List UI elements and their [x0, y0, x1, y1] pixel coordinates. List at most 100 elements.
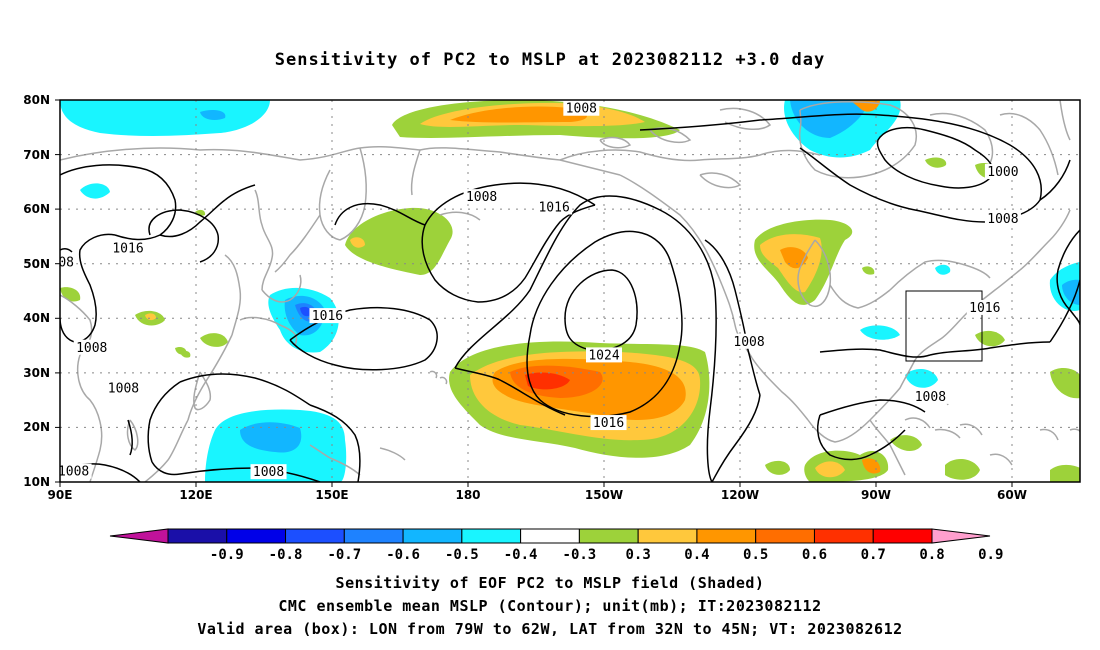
- colorbar-swatch: [872, 528, 933, 544]
- contour-label: 1008: [466, 190, 497, 205]
- lon-tick-label: 150E: [315, 488, 348, 502]
- colorbar-label: 0.3: [626, 547, 651, 563]
- lat-tick-label: 70N: [23, 148, 50, 162]
- contour-label: 1008: [253, 465, 284, 480]
- contour-label-bg: [586, 347, 622, 363]
- colorbar-label: -0.7: [327, 547, 361, 563]
- valid-area-box: [905, 290, 983, 362]
- lat-axis: 80N 70N 60N 50N 40N 30N 20N 10N: [23, 93, 60, 489]
- colorbar-swatch: [343, 528, 404, 544]
- sensitivity-shading: [60, 100, 1080, 482]
- colorbar-label: -0.4: [504, 547, 538, 563]
- contour-label-bg: [984, 210, 1021, 226]
- coastlines: [60, 100, 1080, 482]
- colorbar-swatch: [755, 528, 815, 544]
- colorbar-label: -0.6: [386, 547, 420, 563]
- contour-label: 1000: [987, 165, 1018, 180]
- contour-1008-west: [60, 164, 177, 241]
- colorbar-label: 0.8: [919, 547, 944, 563]
- contour-1016-west: [148, 209, 220, 263]
- lon-tick-label: 60W: [997, 488, 1027, 502]
- colorbar-label: 0.9: [978, 547, 1003, 563]
- colorbar-swatch: [226, 528, 287, 544]
- contour-label: 1008: [915, 390, 946, 405]
- contour-label: 1008: [76, 341, 107, 356]
- lat-tick-label: 60N: [23, 202, 50, 216]
- colorbar-swatch: [578, 528, 639, 544]
- contour-label-bg: [73, 339, 110, 355]
- lat-tick-label: 10N: [23, 475, 50, 489]
- colorbar-label: -0.8: [269, 547, 303, 563]
- mslp-contours: [60, 113, 1080, 482]
- colorbar-swatch: [813, 528, 874, 544]
- lat-tick-label: 40N: [23, 311, 50, 325]
- lon-axis: 90E 120E 150E 180 150W 120W 90W 60W: [48, 482, 1027, 502]
- colorbar-swatch: [285, 528, 345, 544]
- contour-label: 1016: [538, 201, 569, 216]
- colorbar-label: -0.5: [445, 547, 479, 563]
- lon-tick-label: 180: [455, 488, 480, 502]
- lat-tick-label: 30N: [23, 366, 50, 380]
- contour-label-bg: [590, 415, 627, 431]
- colorbar-swatch: [402, 528, 463, 544]
- colorbar-under-triangle: [109, 528, 169, 544]
- contour-label-bg: [110, 240, 146, 256]
- map-frame: [59, 99, 1081, 483]
- contour-label-bg: [984, 164, 1021, 180]
- contour-label-bg: [309, 308, 346, 324]
- colorbar-label: -0.3: [563, 547, 597, 563]
- contour-1008-pacific-low: [421, 182, 596, 303]
- contour-label: 1016: [312, 309, 343, 324]
- contour-label: 1008: [987, 212, 1018, 227]
- contour-label-bg: [536, 199, 573, 215]
- contour-1016-pacific: [526, 230, 683, 418]
- contour-1024: [564, 269, 638, 352]
- caption-line-3: Valid area (box): LON from 79W to 62W, L…: [197, 620, 903, 638]
- colorbar-swatch: [520, 528, 580, 544]
- contour-label: 008: [51, 256, 74, 271]
- contour-label: 1016: [593, 416, 624, 431]
- contour-label: 1008: [58, 465, 89, 480]
- contour-label-bg: [463, 189, 500, 205]
- lon-tick-label: 90W: [861, 488, 891, 502]
- lat-tick-label: 80N: [23, 93, 50, 107]
- lon-tick-label: 90E: [48, 488, 73, 502]
- contour-label: 1008: [566, 102, 597, 117]
- contour-label: 1008: [733, 335, 764, 350]
- contour-label: 1016: [969, 301, 1000, 316]
- colorbar: -0.9 -0.8 -0.7 -0.6 -0.5 -0.4 -0.3 0.3 0.4 0.5 0.6…: [109, 528, 1003, 563]
- colorbar-swatch: [637, 528, 698, 544]
- contour-1008-americas: [704, 239, 749, 351]
- lon-tick-label: 120W: [721, 488, 759, 502]
- contour-label-bg: [105, 380, 142, 396]
- colorbar-swatch: [696, 528, 757, 544]
- caption-line-2: CMC ensemble mean MSLP (Contour); unit(m…: [278, 597, 822, 615]
- contour-1008-eastasia: [179, 373, 311, 406]
- colorbar-label: -0.9: [210, 547, 244, 563]
- lat-tick-label: 20N: [23, 420, 50, 434]
- colorbar-label: 0.4: [684, 547, 709, 563]
- figure-title: Sensitivity of PC2 to MSLP at 2023082112…: [274, 50, 826, 70]
- lon-tick-label: 120E: [179, 488, 212, 502]
- contour-label: 1016: [112, 241, 143, 256]
- lat-tick-label: 50N: [23, 257, 50, 271]
- colorbar-over-triangle: [931, 528, 991, 544]
- colorbar-swatch: [167, 528, 228, 544]
- contour-label-bg: [731, 333, 768, 349]
- contour-label-bg: [250, 464, 287, 480]
- contour-label: 1024: [588, 348, 619, 363]
- caption-line-1: Sensitivity of EOF PC2 to MSLP field (Sh…: [335, 574, 765, 592]
- contour-label-bg: [912, 388, 949, 404]
- contour-label-bg: [60, 254, 77, 270]
- colorbar-swatch: [461, 528, 522, 544]
- colorbar-label: 0.5: [743, 547, 768, 563]
- colorbar-label: 0.6: [802, 547, 827, 563]
- colorbar-label: 0.7: [861, 547, 886, 563]
- contour-label-bg: [966, 299, 1003, 315]
- contour-1016-pacific-outer: [454, 195, 717, 482]
- lon-tick-label: 150W: [585, 488, 623, 502]
- contour-label-bg: [60, 463, 92, 479]
- contour-label-bg: [563, 100, 600, 116]
- contour-label: 1008: [108, 382, 139, 397]
